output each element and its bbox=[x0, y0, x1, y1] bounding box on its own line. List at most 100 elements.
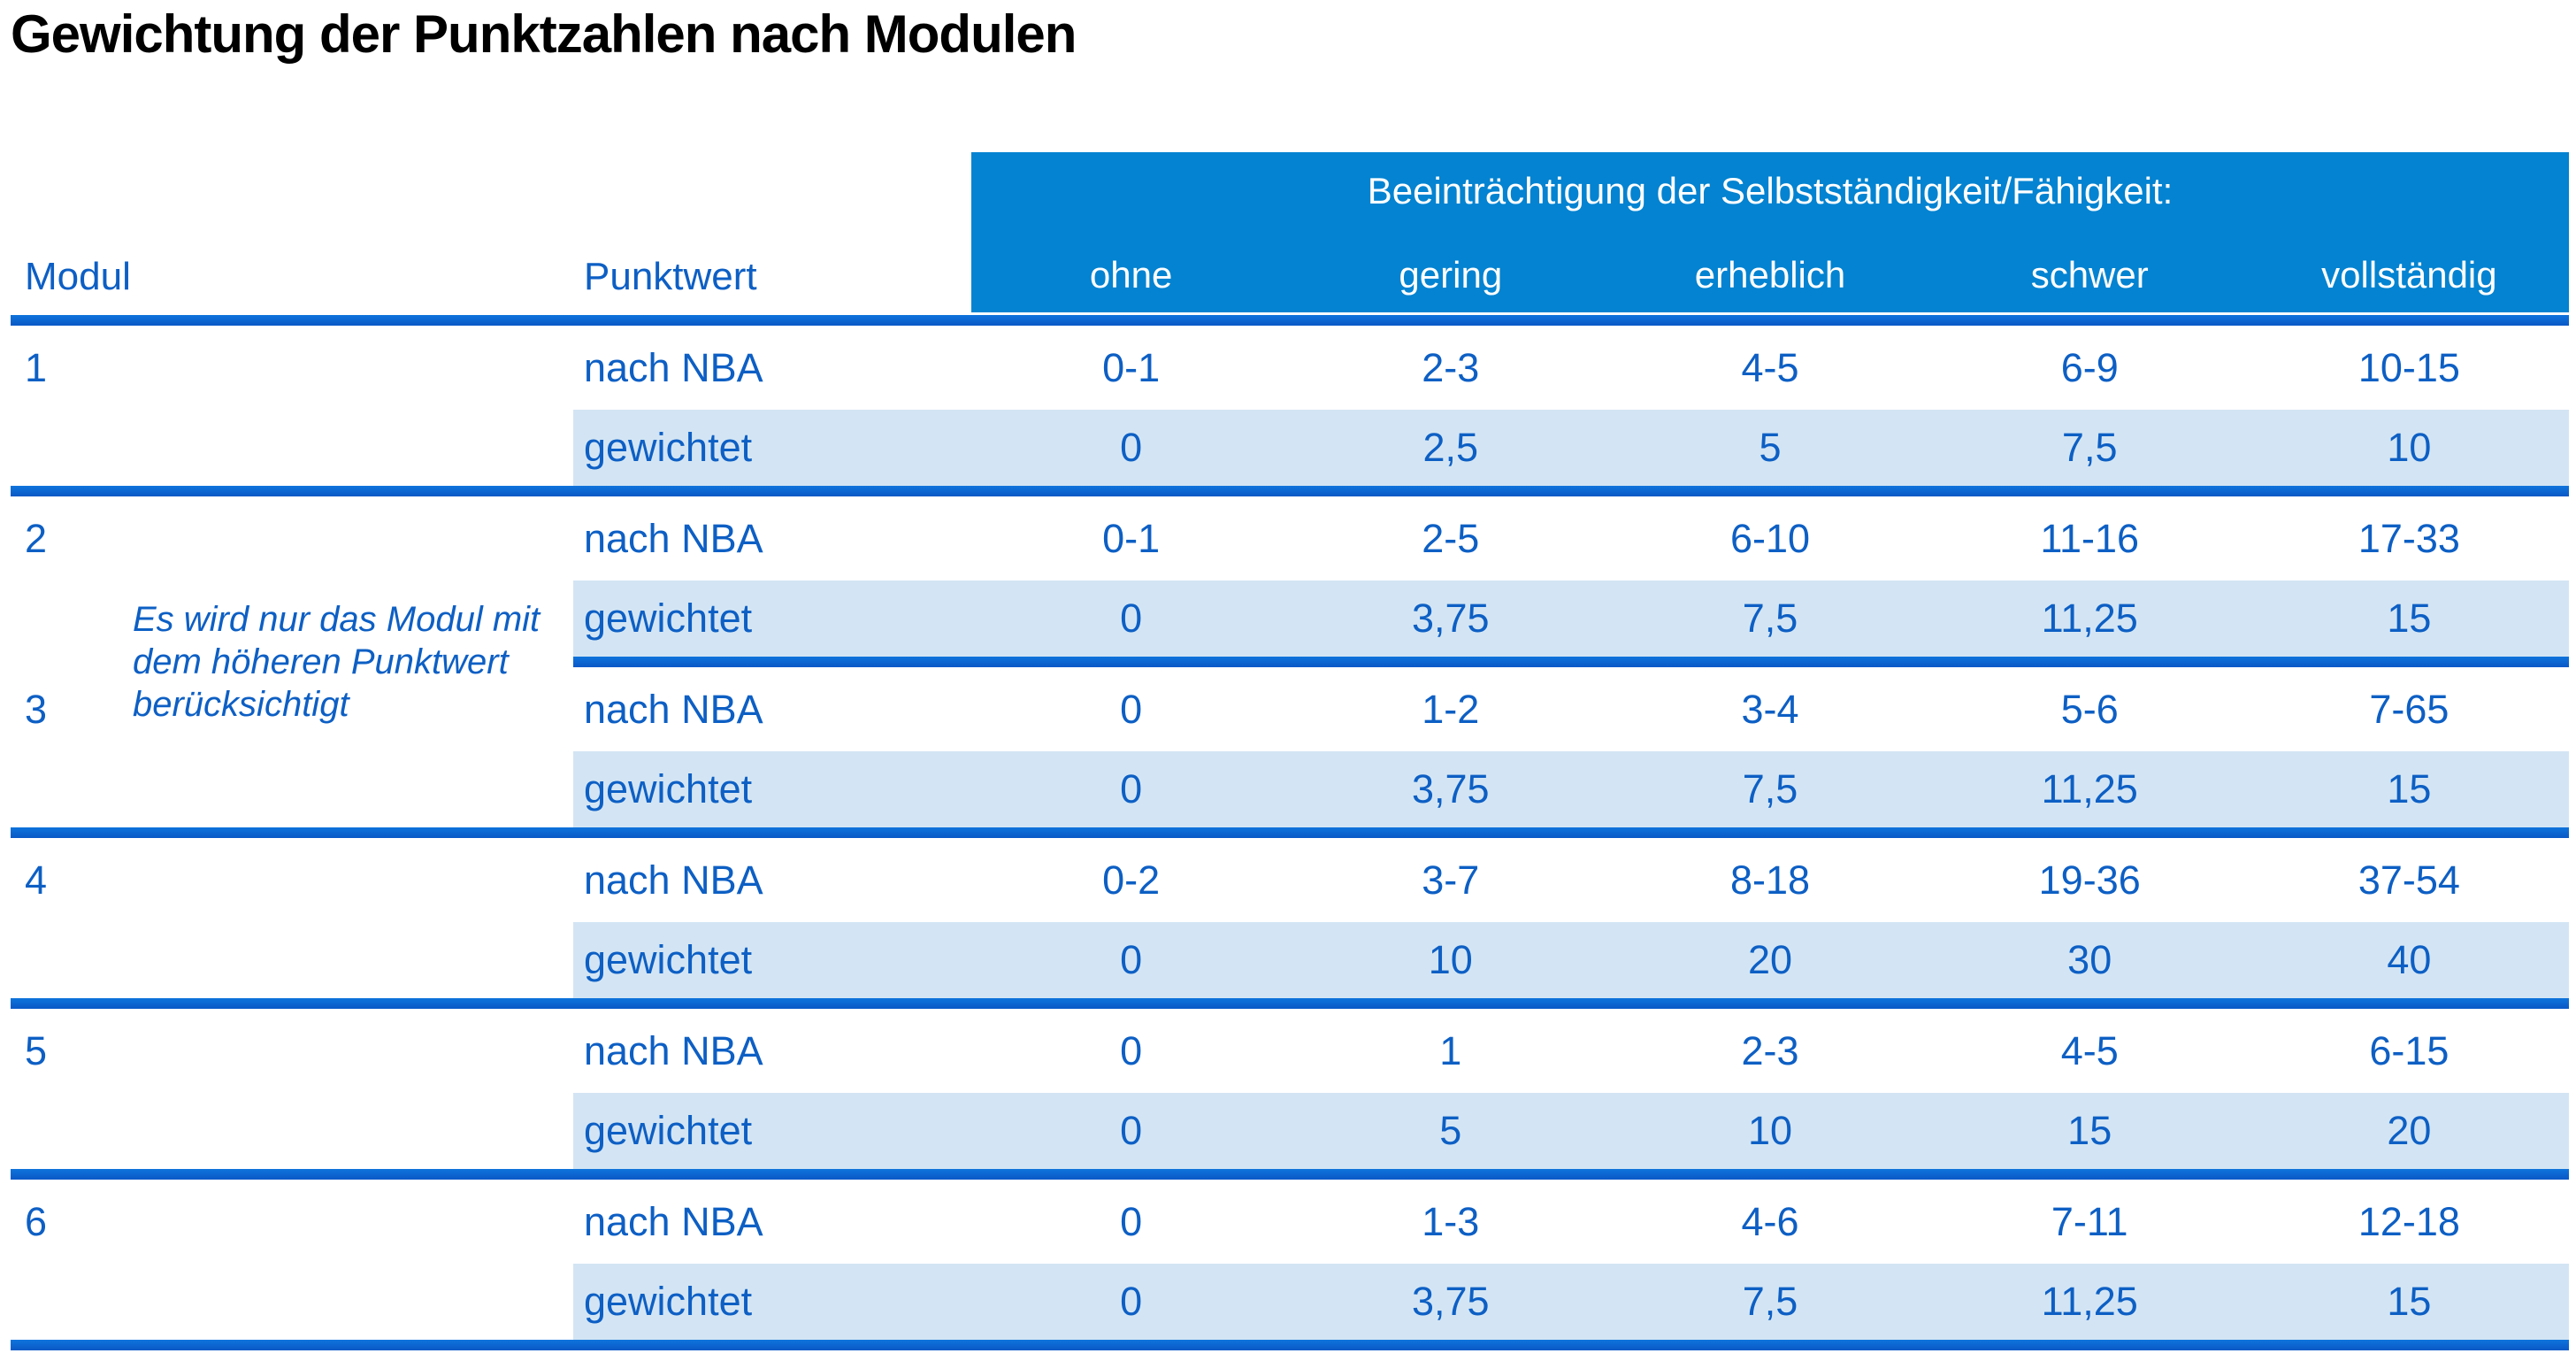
score-cell: 6-9 bbox=[2060, 344, 2119, 390]
score-cell: 2-3 bbox=[1741, 1027, 1799, 1073]
score-cell: 0 bbox=[1120, 686, 1143, 732]
score-cell: 5 bbox=[1759, 425, 1782, 470]
column-header-punktwert: Punktwert bbox=[584, 255, 757, 298]
score-cell: 1 bbox=[1439, 1027, 1462, 1073]
row-label-weighted: gewichtet bbox=[584, 766, 753, 811]
score-values: 0 3,75 7,5 11,25 15 bbox=[971, 1264, 2569, 1340]
score-cell: 3,75 bbox=[1412, 766, 1490, 811]
score-cell: 15 bbox=[2067, 1108, 2112, 1153]
score-cell: 11,25 bbox=[2041, 1279, 2138, 1324]
score-cell: 4-5 bbox=[2060, 1027, 2119, 1073]
score-cell: 0 bbox=[1120, 1108, 1143, 1153]
table-row-m1-weighted: gewichtet 0 2,5 5 7,5 10 bbox=[0, 410, 2576, 486]
row-highlight-band bbox=[573, 922, 2569, 998]
score-cell: 15 bbox=[2387, 1279, 2432, 1324]
score-cell: 37-54 bbox=[2358, 857, 2460, 903]
score-cell: 7,5 bbox=[1742, 766, 1798, 811]
score-cell: 10 bbox=[1747, 1108, 1793, 1153]
module-number: 5 bbox=[25, 1027, 48, 1073]
row-highlight-band bbox=[573, 1093, 2569, 1169]
row-highlight-band bbox=[573, 751, 2569, 827]
table-row-m1-nba: 1 nach NBA 0-1 2-3 4-5 6-9 10-15 bbox=[0, 326, 2576, 410]
row-label-nba: nach NBA bbox=[584, 857, 763, 903]
row-highlight-band bbox=[573, 581, 2569, 657]
table-row-m5-nba: 5 nach NBA 0 1 2-3 4-5 6-15 bbox=[0, 1009, 2576, 1093]
row-highlight-band bbox=[573, 1264, 2569, 1340]
table-row-m2-nba: 2 nach NBA 0-1 2-5 6-10 11-16 17-33 bbox=[0, 496, 2576, 581]
score-cell: 8-18 bbox=[1729, 857, 1811, 903]
table-row-m4-nba: 4 nach NBA 0-2 3-7 8-18 19-36 37-54 bbox=[0, 838, 2576, 922]
table-row-m6-weighted: gewichtet 0 3,75 7,5 11,25 15 bbox=[0, 1264, 2576, 1340]
score-cell: 0 bbox=[1120, 1027, 1143, 1073]
score-values: 0 1-2 3-4 5-6 7-65 bbox=[971, 667, 2569, 751]
module-number: 2 bbox=[25, 515, 48, 561]
table-row-m3-nba: 3 nach NBA 0 1-2 3-4 5-6 7-65 bbox=[0, 667, 2576, 751]
score-cell: 3,75 bbox=[1412, 596, 1490, 641]
score-cell: 0-1 bbox=[1102, 344, 1161, 390]
row-label-nba: nach NBA bbox=[584, 344, 763, 390]
module-number: 4 bbox=[25, 857, 48, 903]
score-cell: 19-36 bbox=[2038, 857, 2141, 903]
score-cell: 3-4 bbox=[1741, 686, 1799, 732]
score-cell: 10-15 bbox=[2358, 344, 2460, 390]
module-number: 1 bbox=[25, 344, 48, 390]
score-cell: 7,5 bbox=[1742, 1279, 1798, 1324]
table-row-m3-weighted: gewichtet 0 3,75 7,5 11,25 15 bbox=[0, 751, 2576, 827]
score-cell: 30 bbox=[2067, 937, 2112, 982]
score-cell: 5-6 bbox=[2060, 686, 2119, 732]
table-row-m6-nba: 6 nach NBA 0 1-3 4-6 7-11 12-18 bbox=[0, 1180, 2576, 1264]
column-header-gering: gering bbox=[1399, 254, 1503, 296]
score-values: 0 1-3 4-6 7-11 12-18 bbox=[971, 1180, 2569, 1264]
row-label-nba: nach NBA bbox=[584, 1198, 763, 1244]
score-cell: 7,5 bbox=[1742, 596, 1798, 641]
row-label-weighted: gewichtet bbox=[584, 596, 753, 641]
score-cell: 40 bbox=[2387, 937, 2432, 982]
score-cell: 7,5 bbox=[2061, 425, 2118, 470]
module-divider bbox=[11, 827, 2569, 838]
row-label-weighted: gewichtet bbox=[584, 425, 753, 470]
score-values: 0 3,75 7,5 11,25 15 bbox=[971, 751, 2569, 827]
score-values: 0 3,75 7,5 11,25 15 bbox=[971, 581, 2569, 657]
column-header-ohne: ohne bbox=[1089, 254, 1173, 296]
row-label-weighted: gewichtet bbox=[584, 1108, 753, 1153]
score-cell: 10 bbox=[1428, 937, 1473, 982]
score-cell: 0 bbox=[1120, 766, 1143, 811]
score-cell: 20 bbox=[2387, 1108, 2432, 1153]
score-cell: 0 bbox=[1120, 596, 1143, 641]
score-values: 0 1 2-3 4-5 6-15 bbox=[971, 1009, 2569, 1093]
module-number: 3 bbox=[25, 686, 48, 732]
score-cell: 17-33 bbox=[2358, 515, 2460, 561]
table-bottom-divider bbox=[11, 1340, 2569, 1350]
score-cell: 1-2 bbox=[1422, 686, 1480, 732]
score-cell: 2-5 bbox=[1422, 515, 1480, 561]
score-cell: 15 bbox=[2387, 766, 2432, 811]
row-label-weighted: gewichtet bbox=[584, 1279, 753, 1324]
module-divider bbox=[11, 998, 2569, 1009]
score-values: 0 5 10 15 20 bbox=[971, 1093, 2569, 1169]
score-cell: 10 bbox=[2387, 425, 2432, 470]
impairment-header-block: Beeinträchtigung der Selbstständigkeit/F… bbox=[971, 152, 2569, 312]
row-label-weighted: gewichtet bbox=[584, 937, 753, 982]
score-cell: 6-15 bbox=[2369, 1027, 2450, 1073]
score-values: 0-2 3-7 8-18 19-36 37-54 bbox=[971, 838, 2569, 922]
score-cell: 0 bbox=[1120, 1279, 1143, 1324]
score-cell: 0 bbox=[1120, 937, 1143, 982]
module-divider bbox=[11, 1169, 2569, 1180]
module-divider bbox=[11, 486, 2569, 496]
score-values: 0-1 2-3 4-5 6-9 10-15 bbox=[971, 326, 2569, 410]
score-cell: 5 bbox=[1439, 1108, 1462, 1153]
column-header-modul: Modul bbox=[25, 255, 131, 298]
score-cell: 3,75 bbox=[1412, 1279, 1490, 1324]
score-cell: 0-1 bbox=[1102, 515, 1161, 561]
page-title: Gewichtung der Punktzahlen nach Modulen bbox=[11, 4, 1077, 64]
score-cell: 2-3 bbox=[1422, 344, 1480, 390]
module-divider-partial bbox=[573, 657, 2569, 667]
row-label-nba: nach NBA bbox=[584, 1027, 763, 1073]
score-cell: 4-5 bbox=[1741, 344, 1799, 390]
score-cell: 12-18 bbox=[2358, 1198, 2460, 1244]
score-cell: 11,25 bbox=[2041, 766, 2138, 811]
module-2-3-note: Es wird nur das Modul mit dem höheren Pu… bbox=[133, 600, 540, 724]
score-values: 0 10 20 30 40 bbox=[971, 922, 2569, 998]
table-row-m2-weighted: gewichtet 0 3,75 7,5 11,25 15 bbox=[0, 581, 2576, 657]
